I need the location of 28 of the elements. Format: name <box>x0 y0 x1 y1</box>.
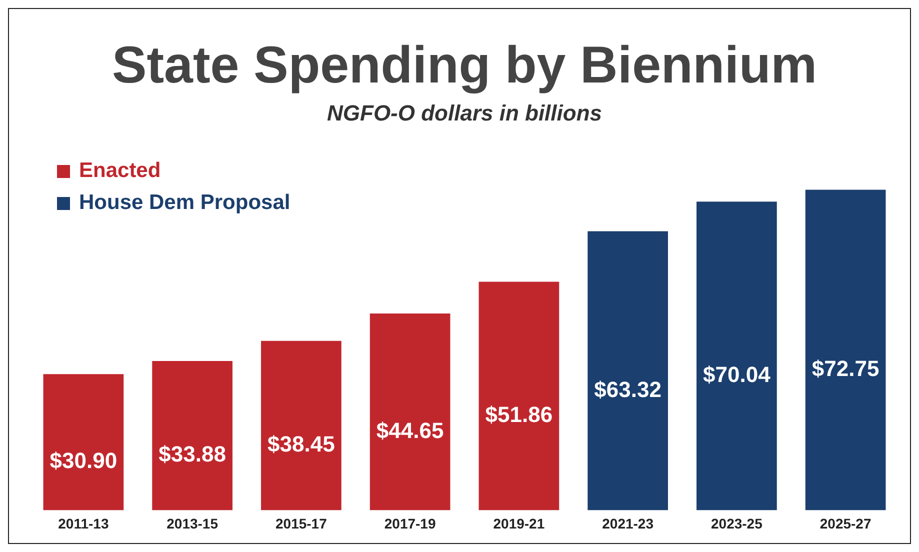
bar <box>261 340 342 510</box>
x-tick-label: 2011-13 <box>58 515 109 532</box>
bar <box>43 374 124 510</box>
x-tick-label: 2013-15 <box>166 515 218 532</box>
bar <box>152 360 232 510</box>
legend-label: Enacted <box>79 159 161 183</box>
x-tick-label: 2019-21 <box>493 515 545 532</box>
x-tick-label: 2025-27 <box>820 515 872 532</box>
bar <box>696 202 777 510</box>
x-tick-label: 2021-23 <box>602 515 654 532</box>
legend-label: House Dem Proposal <box>79 191 290 215</box>
bar <box>588 231 668 510</box>
bar <box>805 190 886 510</box>
data-label: $33.88 <box>158 442 226 467</box>
chart-title: State Spending by Biennium <box>112 36 817 95</box>
data-label: $72.75 <box>812 356 880 382</box>
chart-subtitle: NGFO-O dollars in billions <box>326 100 602 126</box>
bar <box>478 282 560 510</box>
x-tick-label: 2015-17 <box>275 515 328 532</box>
data-label: $38.45 <box>268 432 335 457</box>
data-label: $44.65 <box>376 418 444 443</box>
data-label: $51.86 <box>485 402 553 428</box>
data-label: $63.32 <box>594 376 662 402</box>
data-label: $70.04 <box>703 362 772 387</box>
x-tick-label: 2017-19 <box>384 515 436 532</box>
data-label: $30.90 <box>50 448 118 474</box>
bar <box>370 314 450 510</box>
x-tick-label: 2023-25 <box>710 515 763 532</box>
